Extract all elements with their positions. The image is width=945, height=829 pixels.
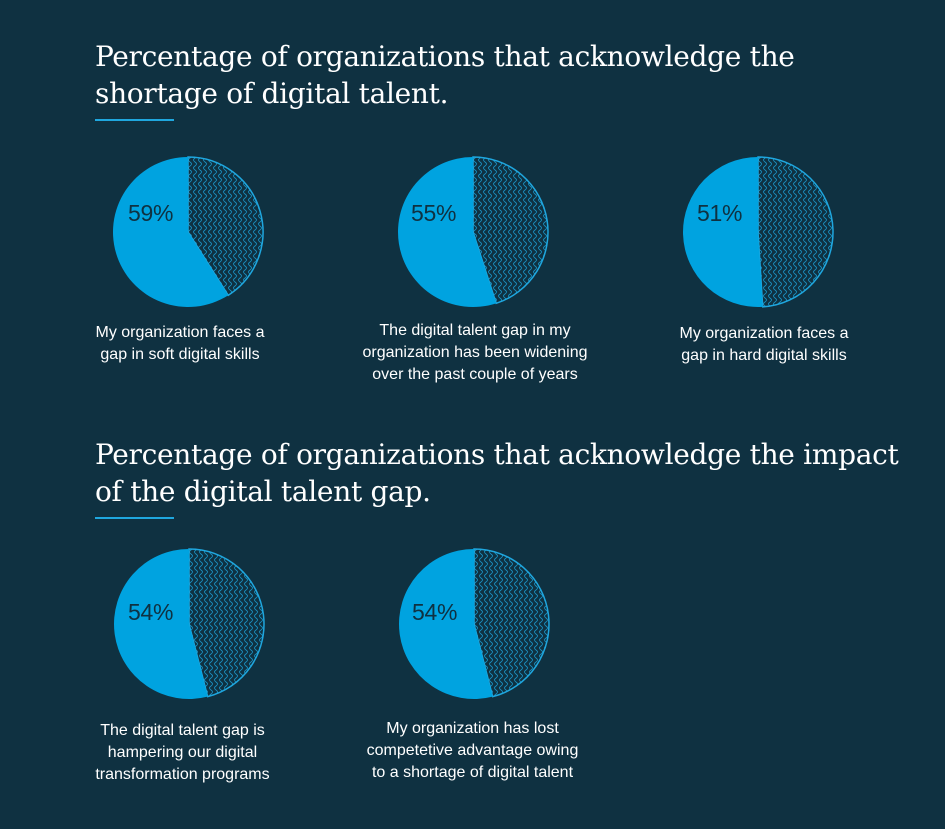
- pie-chart-widening-gap: [398, 156, 549, 307]
- pie-remainder-outline: [757, 156, 834, 308]
- pie-caption: My organization has lost competetive adv…: [366, 720, 579, 781]
- pie-caption: The digital talent gap in my organizatio…: [362, 322, 588, 383]
- percent-label: 51%: [697, 200, 743, 226]
- title-underline: [95, 517, 174, 519]
- pie-caption: The digital talent gap is hampering our …: [95, 722, 270, 783]
- percent-label: 59%: [128, 200, 174, 226]
- pie-value-slice: [399, 549, 493, 699]
- section-title-shortage: Percentage of organizations that acknowl…: [95, 40, 795, 110]
- section-title-impact: Percentage of organizations that acknowl…: [95, 438, 899, 508]
- pie-value-slice: [113, 157, 229, 307]
- percent-label: 54%: [412, 599, 458, 625]
- pie-remainder-outline: [187, 156, 264, 297]
- pie-caption: My organization faces a gap in hard digi…: [679, 325, 849, 364]
- pie-chart-hard-skills: [683, 156, 834, 308]
- pie-chart-hampering-programs: [114, 548, 265, 699]
- pie-value-slice: [114, 549, 208, 699]
- title-underline: [95, 119, 174, 121]
- pie-value-slice: [398, 157, 497, 307]
- pie-value-slice: [683, 157, 763, 307]
- pie-remainder-outline: [473, 548, 550, 698]
- pie-chart-competitive-advantage: [399, 548, 550, 699]
- percent-label: 54%: [128, 599, 174, 625]
- pie-chart-soft-skills: [113, 156, 264, 307]
- pie-caption: My organization faces a gap in soft digi…: [95, 324, 265, 363]
- pie-remainder-outline: [188, 548, 265, 698]
- pie-remainder-slice: [758, 157, 834, 307]
- percent-label: 55%: [411, 200, 457, 226]
- pie-remainder-outline: [472, 156, 549, 305]
